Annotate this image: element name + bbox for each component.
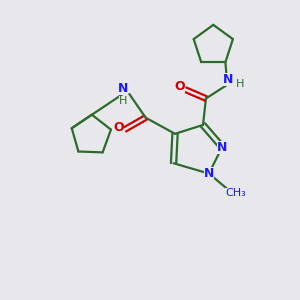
Text: O: O xyxy=(174,80,185,93)
Text: N: N xyxy=(223,74,233,86)
Text: N: N xyxy=(217,141,227,154)
Text: O: O xyxy=(114,122,124,134)
Text: N: N xyxy=(204,167,214,180)
Text: CH₃: CH₃ xyxy=(225,188,246,198)
Text: N: N xyxy=(118,82,128,95)
Text: H: H xyxy=(119,95,127,106)
Text: H: H xyxy=(236,79,244,89)
